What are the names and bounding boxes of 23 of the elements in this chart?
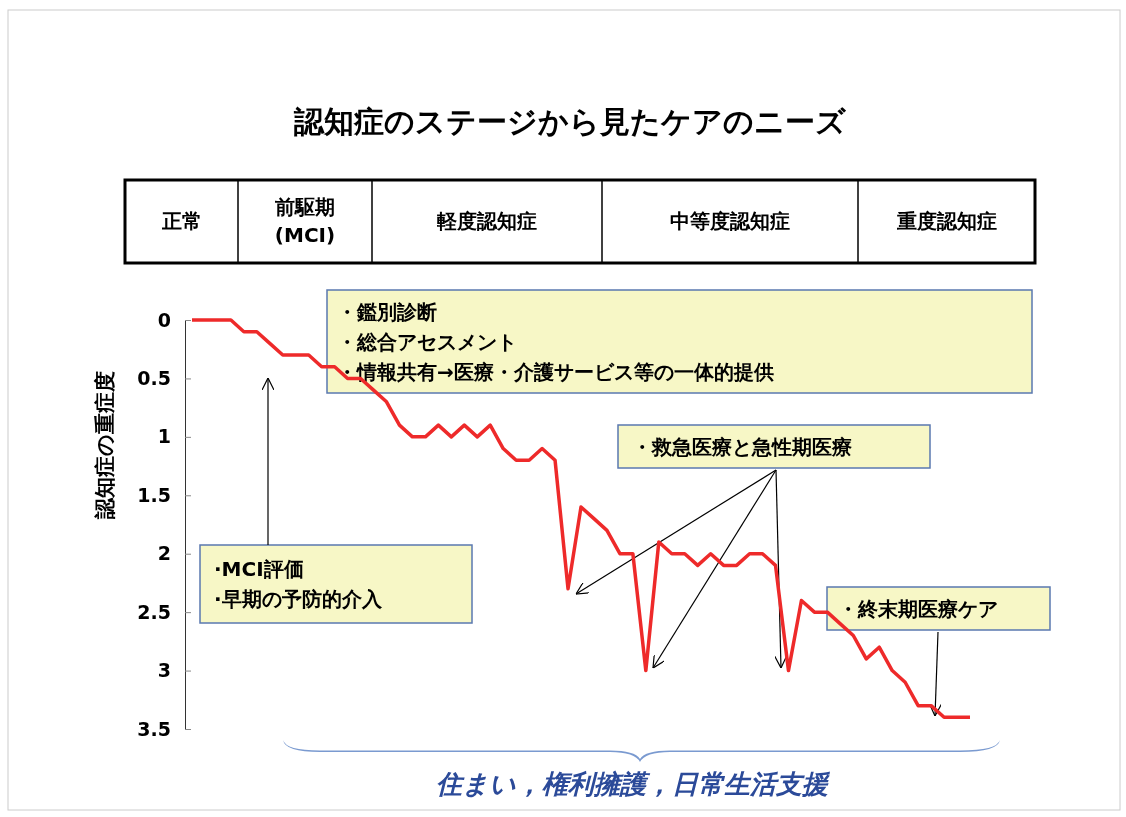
annotation: ·MCI評価 (214, 557, 304, 581)
y-tick-label: 2.5 (137, 600, 171, 623)
text: 軽度認知症 (436, 209, 537, 233)
text: 中等度認知症 (670, 209, 790, 233)
y-tick-label: 0 (157, 308, 171, 331)
annotation: ・救急医療と急性期医療 (632, 434, 852, 459)
annotation: ・総合アセスメント (337, 329, 517, 354)
y-tick-label: 0.5 (137, 367, 171, 390)
y-tick-label: 2 (157, 542, 171, 565)
annotation: ・終末期医療ケア (838, 596, 998, 621)
text: 前駆期 (MCI) (274, 195, 336, 247)
y-tick-label: 3 (157, 659, 171, 682)
y-tick-label: 1 (157, 425, 171, 448)
annotation: ・鑑別診断 (337, 299, 437, 324)
text: 住まい，権利擁護，日常生活支援 (436, 769, 830, 799)
y-tick-label: 1.5 (137, 483, 171, 506)
annotation: ・情報共有→医療・介護サービス等の一体的提供 (337, 359, 774, 384)
annotation: ·早期の予防的介入 (214, 587, 383, 611)
text: 重度認知症 (895, 209, 997, 233)
y-tick-label: 3.5 (137, 717, 171, 740)
chart-title: 認知症のステージから見たケアのニーズ (293, 104, 847, 139)
y-axis-title: 認知症の重症度 (93, 371, 117, 520)
text: 正常 (160, 209, 202, 233)
